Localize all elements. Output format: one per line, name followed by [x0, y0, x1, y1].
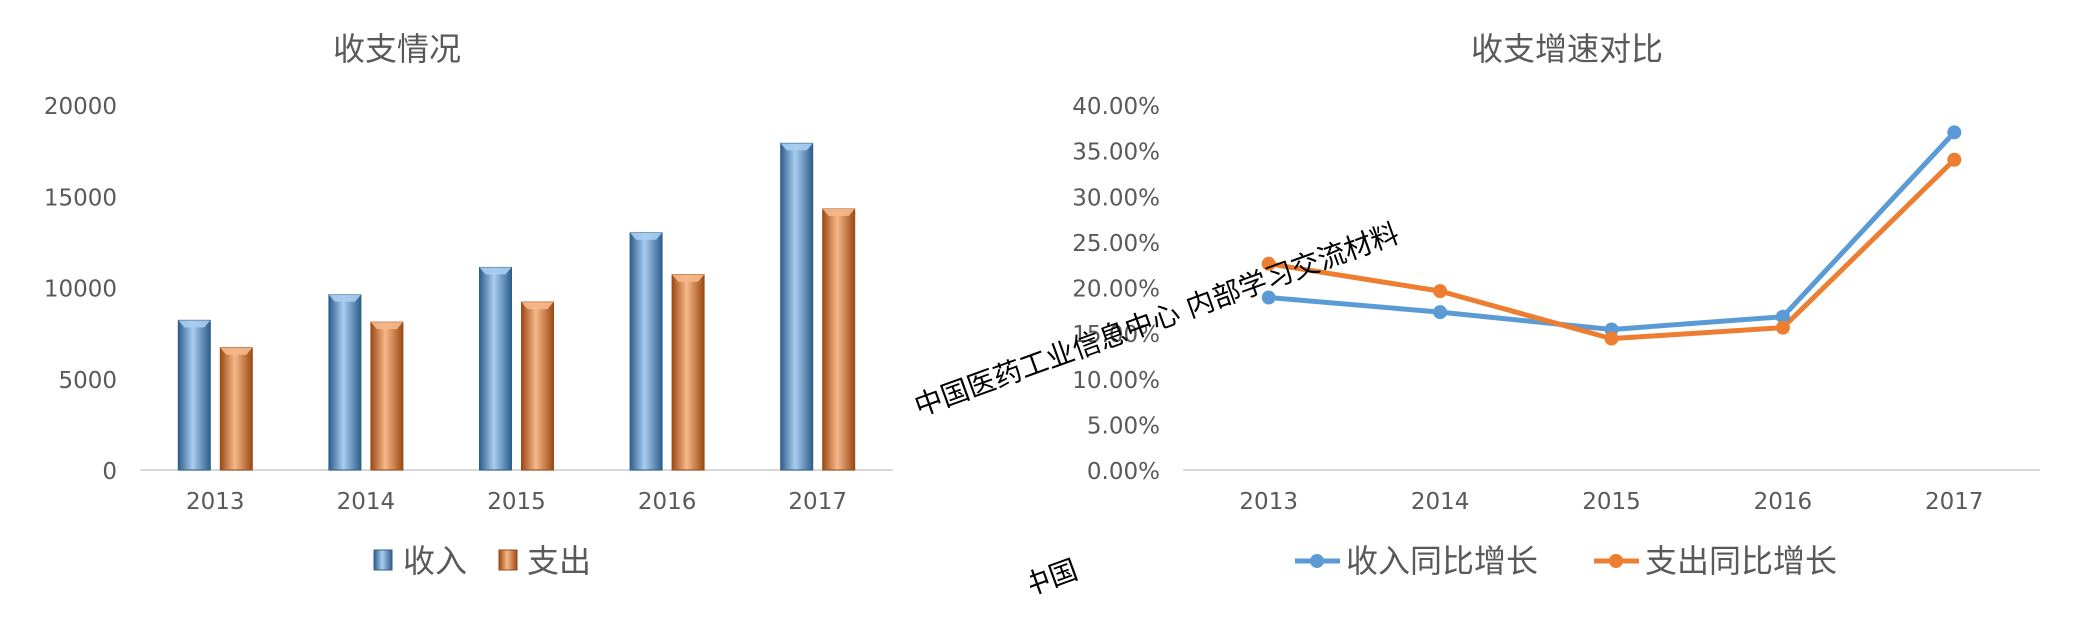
line-x-tick-label: 2014 — [1411, 489, 1470, 515]
line-y-tick-label: 15.00% — [1072, 322, 1160, 348]
bar-marks — [177, 142, 856, 471]
legend-item-income[interactable]: 收入 — [373, 542, 467, 580]
bar-y-tick-label: 15000 — [44, 185, 117, 211]
line-y-tick-label: 30.00% — [1072, 185, 1160, 211]
line-y-tick-label: 5.00% — [1087, 413, 1160, 439]
point-expense-growth — [1947, 152, 1962, 167]
bar-income — [780, 142, 814, 471]
legend-label-income: 收入 — [403, 542, 467, 580]
bar-chart-title: 收支情况 — [333, 30, 461, 68]
line-y-tick-label: 20.00% — [1072, 277, 1160, 303]
bar-y-tick-label: 20000 — [44, 94, 117, 120]
legend-label-expense: 支出 — [527, 542, 591, 580]
legend-item-expense[interactable]: 支出 — [498, 542, 591, 580]
bar-income — [629, 232, 663, 471]
line-y-tick-label: 35.00% — [1072, 140, 1160, 166]
bar-expense — [671, 274, 705, 471]
legend-item-income-growth[interactable]: 收入同比增长 — [1295, 542, 1538, 580]
legend-label-income-growth: 收入同比增长 — [1346, 542, 1538, 580]
legend-label-expense-growth: 支出同比增长 — [1645, 542, 1837, 580]
line-x-tick-label: 2017 — [1925, 489, 1984, 515]
bar-x-tick-label: 2014 — [337, 489, 396, 515]
legend-swatch-income — [373, 549, 393, 571]
line-y-tick-label: 10.00% — [1072, 368, 1160, 394]
bar-income — [479, 266, 512, 471]
point-income-growth — [1775, 309, 1790, 324]
line-legend: 收入同比增长 支出同比增长 — [1295, 542, 1837, 580]
watermark-fragment-text: 中国 — [1030, 555, 1078, 604]
bar-y-tick-label: 10000 — [44, 277, 117, 303]
point-income-growth — [1433, 305, 1448, 320]
bar-income — [177, 319, 211, 471]
line-chart-title: 收支增速对比 — [1471, 30, 1663, 68]
bar-expense — [370, 321, 404, 471]
bar-income — [328, 294, 362, 471]
bar-x-tick-label: 2017 — [788, 489, 847, 515]
line-y-tick-label: 25.00% — [1072, 231, 1160, 257]
legend-swatch-expense — [498, 549, 518, 571]
point-expense-growth — [1261, 256, 1276, 271]
bar-x-tick-label: 2013 — [186, 489, 245, 515]
line-x-axis-ticks: 2013 2014 2015 2016 2017 — [1239, 489, 1983, 515]
bar-expense — [521, 301, 554, 471]
line-y-axis-ticks: 0.00% 5.00% 10.00% 15.00% 20.00% 25.00% 30.00%… — [1072, 94, 1160, 485]
line-y-tick-label: 0.00% — [1087, 459, 1160, 485]
bar-x-tick-label: 2015 — [487, 489, 546, 515]
bar-expense — [822, 208, 856, 471]
watermark-fragment: 中国 — [1030, 555, 1078, 605]
legend-marker-expense-growth — [1609, 554, 1623, 568]
legend-marker-income-growth — [1310, 554, 1324, 568]
point-expense-growth — [1604, 331, 1619, 346]
bar-y-axis-ticks: 0 5000 10000 15000 20000 — [44, 94, 117, 485]
bar-y-tick-label: 0 — [102, 459, 117, 485]
growth-rate-line-chart: 收支增速对比 0.00% 5.00% 10.00% 15.00% 20.00% 25.00… — [1072, 30, 2040, 580]
bar-x-tick-label: 2016 — [638, 489, 697, 515]
line-x-tick-label: 2016 — [1754, 489, 1813, 515]
legend-item-expense-growth[interactable]: 支出同比增长 — [1594, 542, 1837, 580]
bar-expense — [219, 347, 253, 471]
line-y-tick-label: 40.00% — [1072, 94, 1160, 120]
line-x-tick-label: 2013 — [1239, 489, 1298, 515]
point-income-growth — [1947, 125, 1962, 140]
point-expense-growth — [1433, 284, 1448, 299]
point-expense-growth — [1775, 320, 1790, 335]
bar-y-tick-label: 5000 — [58, 368, 117, 394]
line-x-tick-label: 2015 — [1582, 489, 1641, 515]
bar-x-axis-ticks: 2013 2014 2015 2016 2017 — [186, 489, 847, 515]
bar-legend: 收入 支出 — [373, 542, 591, 580]
point-income-growth — [1261, 290, 1276, 305]
line-marks — [1261, 125, 1962, 346]
